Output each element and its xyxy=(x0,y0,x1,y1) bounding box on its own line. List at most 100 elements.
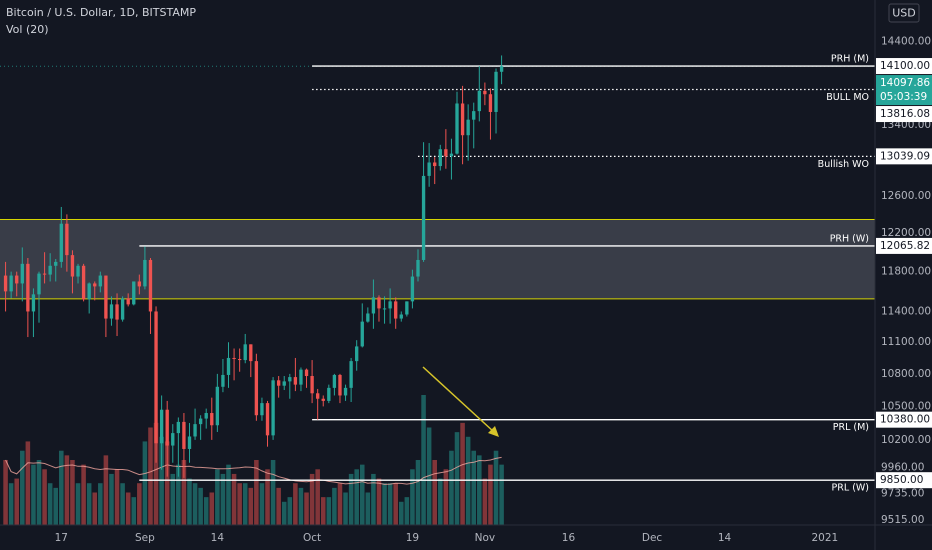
candle-body xyxy=(488,94,493,112)
volume-bar xyxy=(337,483,343,525)
candle-body xyxy=(265,403,270,436)
candle-body xyxy=(349,361,353,388)
volume-bar xyxy=(365,492,371,525)
x-tick-label: 14 xyxy=(718,532,732,544)
volume-bar xyxy=(465,436,471,525)
volume-bar xyxy=(242,483,248,525)
candle-body xyxy=(159,409,164,444)
volume-bar xyxy=(482,478,488,525)
candle-body xyxy=(316,393,320,399)
candle-body xyxy=(210,413,214,426)
candle-body xyxy=(433,162,437,167)
volume-bar xyxy=(354,469,359,525)
volume-bar xyxy=(215,469,220,525)
level-price-label: 9850.00 xyxy=(880,474,923,486)
volume-bar xyxy=(359,464,365,525)
volume-bar xyxy=(20,450,25,525)
volume-bar xyxy=(460,422,465,525)
candle-body xyxy=(3,275,8,292)
candle-body xyxy=(421,175,426,260)
candle-body xyxy=(193,424,197,437)
y-tick-label: 11400.00 xyxy=(881,305,931,317)
volume-bar xyxy=(125,492,131,525)
candle-body xyxy=(48,265,52,275)
candle-body xyxy=(226,357,231,375)
x-tick-label: Nov xyxy=(475,532,496,544)
candle-body xyxy=(54,261,58,266)
candle-body xyxy=(126,298,130,305)
volume-bar xyxy=(371,473,376,525)
volume-bar xyxy=(320,497,326,525)
volume-bar xyxy=(449,450,454,525)
volume-bar xyxy=(209,492,215,525)
y-tick-label: 10800.00 xyxy=(881,368,931,380)
volume-bar xyxy=(120,483,125,525)
currency-button[interactable] xyxy=(888,3,920,23)
candle-body xyxy=(109,304,114,319)
level-price-box xyxy=(876,472,932,489)
candle-body xyxy=(360,321,364,347)
countdown: 05:03:39 xyxy=(880,91,927,103)
volume-bar xyxy=(181,460,187,525)
volume-bar xyxy=(477,455,482,525)
level-price-label: 10380.00 xyxy=(880,414,930,426)
candle-body xyxy=(137,281,142,287)
candle-body xyxy=(427,162,431,176)
volume-bar xyxy=(287,497,293,525)
volume-bar xyxy=(92,492,98,525)
volume-bar xyxy=(59,450,64,525)
candle-body xyxy=(87,283,91,300)
level-price-box xyxy=(876,237,932,254)
volume-bar xyxy=(493,450,499,525)
volume-bar xyxy=(176,464,181,525)
candle-body xyxy=(232,357,236,360)
candle-body xyxy=(399,314,403,319)
candle-body xyxy=(472,111,476,120)
candle-body xyxy=(282,381,286,386)
volume-bar xyxy=(81,464,86,525)
volume-bar xyxy=(376,478,382,525)
volume-bar xyxy=(226,464,231,525)
candle-body xyxy=(221,374,225,387)
candle-body xyxy=(371,297,376,314)
volume-bar xyxy=(8,483,14,525)
candle-body xyxy=(143,259,147,287)
candle-body xyxy=(466,119,470,136)
level-label: BULL MO xyxy=(826,92,869,103)
candle-body xyxy=(260,403,264,416)
candle-body xyxy=(332,374,337,388)
volume-bar xyxy=(454,432,460,525)
x-tick-label: 17 xyxy=(55,532,68,544)
volume-bar xyxy=(192,483,198,525)
volume-bar xyxy=(153,422,159,525)
y-tick-label: 12200.00 xyxy=(881,227,931,239)
candle-body xyxy=(176,421,181,434)
candle-body xyxy=(93,283,97,287)
volume-bar xyxy=(293,483,298,525)
volume-bar xyxy=(170,473,176,525)
candle-body xyxy=(9,275,13,292)
volume-bar xyxy=(432,460,437,525)
volume-bar xyxy=(265,469,270,525)
candle-body xyxy=(460,103,465,136)
indicator-label: Vol (20) xyxy=(6,23,49,36)
volume-bar xyxy=(137,483,142,525)
candle-body xyxy=(416,259,420,277)
candle-body xyxy=(477,90,481,112)
currency-label[interactable]: USD xyxy=(892,7,916,20)
volume-bar xyxy=(315,469,320,525)
candle-body xyxy=(304,369,309,377)
candle-body xyxy=(42,273,47,275)
price-axis: 14400.00 13400.00 12600.00 12200.00 11800.00… xyxy=(55,36,932,544)
volume-bar xyxy=(438,478,443,525)
y-tick-label: 9960.00 xyxy=(881,461,924,473)
candle-body xyxy=(154,311,158,444)
volume-bar xyxy=(98,483,103,525)
level-label: PRH (M) xyxy=(831,54,869,65)
candle-body xyxy=(366,313,370,322)
y-tick-label: 10500.00 xyxy=(881,400,931,412)
volume-bar xyxy=(14,478,19,525)
candle-body xyxy=(182,421,186,449)
y-tick-label: 12600.00 xyxy=(881,190,931,202)
